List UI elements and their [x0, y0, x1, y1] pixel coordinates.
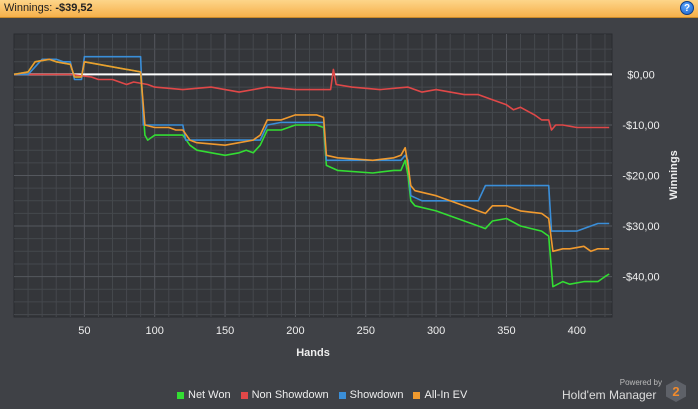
y-axis-label: Winnings [668, 150, 680, 199]
legend-item[interactable]: Non Showdown [240, 389, 329, 401]
winnings-label: Winnings: [4, 2, 53, 14]
legend-label: All-In EV [424, 389, 468, 401]
legend-label: Non Showdown [251, 389, 329, 401]
logo-digit: 2 [672, 383, 680, 399]
series-line-showdown [14, 55, 610, 232]
x-axis-ticks: 50 100 150 200 250 300 350 400 [78, 325, 586, 337]
x-tick-label: 350 [497, 325, 515, 337]
help-icon[interactable]: ? [680, 1, 694, 15]
y-tick-label: -$20,00 [622, 171, 659, 183]
y-tick-label: -$40,00 [622, 272, 659, 284]
y-tick-label: $0,00 [627, 69, 655, 81]
legend-label: Net Won [188, 389, 231, 401]
legend-item[interactable]: All-In EV [413, 389, 467, 401]
x-tick-label: 400 [568, 325, 586, 337]
x-axis-label: Hands [296, 347, 330, 359]
y-tick-label: -$30,00 [622, 221, 659, 233]
legend-label: Showdown [349, 389, 404, 401]
series-line-non-showdown [14, 68, 610, 131]
winnings-summary: Winnings: -$39,52 [4, 2, 93, 14]
y-axis-ticks: $0,00 -$10,00 -$20,00 -$30,00 -$40,00 [622, 69, 659, 283]
powered-by-text: Powered by [619, 378, 662, 387]
y-tick-label: -$10,00 [622, 120, 659, 132]
x-tick-label: 200 [286, 325, 304, 337]
x-tick-label: 50 [78, 325, 90, 337]
legend-swatch [338, 391, 346, 399]
legend-swatch [177, 391, 184, 399]
legend-item[interactable]: Showdown [338, 389, 404, 401]
legend-swatch [413, 391, 421, 399]
hem-logo-icon: 2 [666, 380, 686, 402]
winnings-value: -$39,52 [55, 2, 93, 14]
winnings-chart: $0,00 -$10,00 -$20,00 -$30,00 -$40,00 50 100 1… [13, 33, 680, 359]
legend-item[interactable]: Net Won [177, 389, 231, 401]
x-tick-label: 100 [146, 325, 164, 337]
title-bar: Winnings: -$39,52 ? [0, 0, 698, 18]
series-lines [13, 55, 610, 288]
x-tick-label: 250 [357, 325, 375, 337]
brand-name: Hold'em Manager [562, 388, 657, 402]
x-tick-label: 300 [427, 325, 445, 337]
series-line-all-in-ev [13, 58, 610, 253]
legend: Net Won Non Showdown Showdown All-In EV [177, 389, 467, 401]
x-tick-label: 150 [216, 325, 234, 337]
legend-swatch [240, 391, 248, 399]
